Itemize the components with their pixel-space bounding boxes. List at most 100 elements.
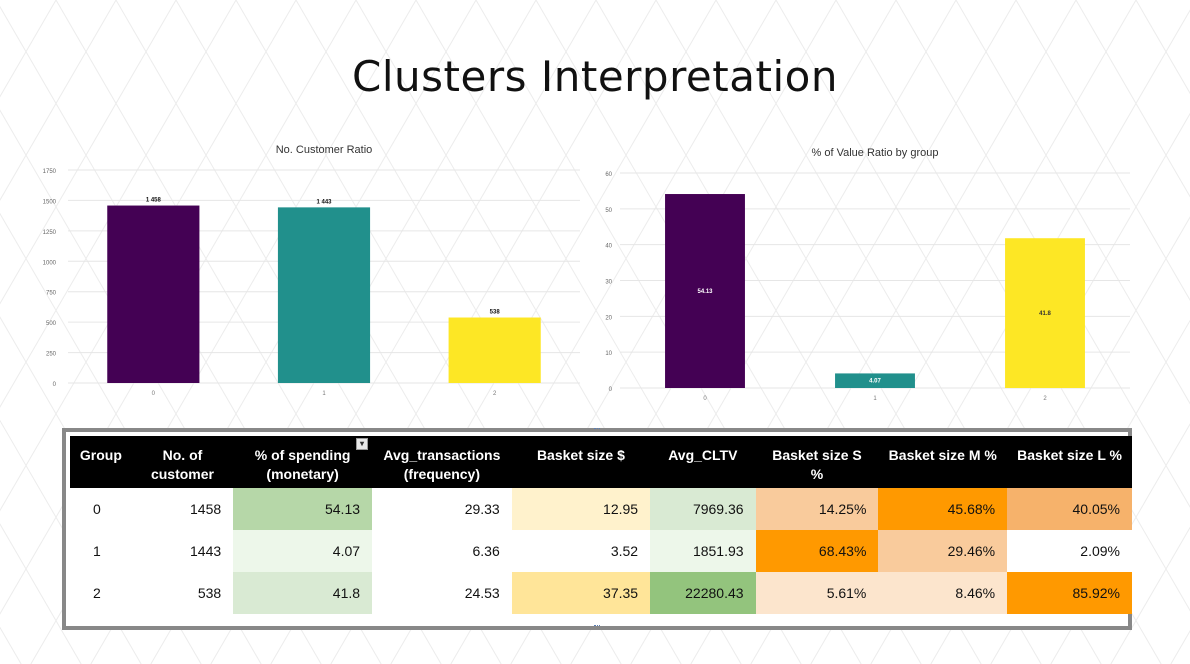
- table-cell: 85.92%: [1007, 572, 1132, 614]
- table-cell: 2.09%: [1007, 530, 1132, 572]
- pattern-line: [1015, 0, 1190, 301]
- table-cell: 3.52: [511, 530, 651, 572]
- header-label: No. of: [162, 447, 203, 463]
- column-header[interactable]: Basket size M %: [878, 436, 1008, 488]
- table-cell: 538: [131, 572, 234, 614]
- column-header[interactable]: % of spending (monetary) ▾: [233, 436, 373, 488]
- y-tick-label: 750: [46, 291, 57, 297]
- y-tick-label: 1250: [43, 230, 57, 236]
- y-tick-label: 1750: [43, 169, 57, 175]
- y-tick-label: 250: [46, 352, 57, 358]
- pattern-line: [0, 0, 297, 512]
- data-label: 54.13: [697, 289, 713, 295]
- table-cell: 22280.43: [650, 572, 756, 614]
- table-cell: 6.36: [372, 530, 512, 572]
- header-label: Basket size L %: [1017, 447, 1122, 463]
- table-cell: 12.95: [511, 488, 651, 530]
- y-tick-label: 50: [605, 208, 612, 214]
- header-label: %: [810, 466, 824, 482]
- table-cell: 45.68%: [878, 488, 1008, 530]
- y-tick-label: 1500: [43, 199, 57, 205]
- column-header[interactable]: Basket size S%: [755, 436, 879, 488]
- filter-dropdown-icon[interactable]: ▾: [356, 438, 369, 450]
- clusters-table-frame[interactable]: Group No. of customer % of spending (monetar…: [62, 428, 1132, 630]
- customer-ratio-chart: No. Customer Ratio 0 250 500 750 1000 1250 1500…: [20, 138, 580, 408]
- table-cell: 37.35: [511, 572, 651, 614]
- header-label: customer: [150, 466, 214, 482]
- value-ratio-chart: % of Value Ratio by group 0 10 20 30 40 50 60 0 5…: [590, 140, 1150, 410]
- column-header[interactable]: Basket size $: [511, 436, 651, 488]
- header-label: Group: [79, 447, 122, 463]
- data-label: 4.07: [869, 379, 881, 385]
- table-cell: 41.8: [233, 572, 373, 614]
- pattern-line: [0, 0, 177, 305]
- table-cell: 29.33: [372, 488, 512, 530]
- data-label: 538: [490, 310, 501, 316]
- pattern-line: [895, 0, 1190, 508]
- table-cell: 68.43%: [755, 530, 879, 572]
- bar-1: [835, 373, 915, 388]
- y-tick-label: 10: [605, 351, 612, 357]
- bar-1: [277, 207, 371, 383]
- pattern-line: [1110, 526, 1190, 664]
- table-cell: 40.05%: [1007, 488, 1132, 530]
- table-cell: 8.46%: [878, 572, 1008, 614]
- data-label: 1 458: [146, 198, 162, 204]
- x-tick-label: 0: [152, 391, 156, 397]
- y-tick-label: 30: [605, 280, 612, 286]
- table-row: 0 1458 54.13 29.33 12.95 7969.36 14.25% 45.68% 4…: [70, 488, 1132, 530]
- bar-0: [107, 205, 200, 383]
- y-tick-label: 60: [605, 172, 612, 178]
- data-label: 41.8: [1039, 311, 1051, 317]
- x-tick-label: 2: [1043, 396, 1047, 402]
- page-title: Clusters Interpretation: [352, 52, 838, 101]
- pattern-line: [0, 0, 117, 201]
- bar-0: [665, 194, 745, 388]
- column-header[interactable]: No. of customer: [131, 436, 234, 488]
- column-header[interactable]: Basket size L %: [1007, 436, 1132, 488]
- table-cell: 4.07: [233, 530, 373, 572]
- column-header[interactable]: Avg_transactions (frequency): [372, 436, 512, 488]
- chart-title: No. Customer Ratio: [276, 144, 373, 156]
- resize-handle-top[interactable]: [594, 428, 600, 433]
- chart-title: % of Value Ratio by group: [812, 147, 939, 159]
- y-tick-label: 0: [53, 382, 57, 388]
- table-cell: 14.25%: [755, 488, 879, 530]
- pattern-line: [1075, 0, 1190, 198]
- header-label: Basket size M %: [888, 447, 997, 463]
- column-header[interactable]: Group: [70, 436, 132, 488]
- table-header-row: Group No. of customer % of spending (monetar…: [70, 436, 1132, 488]
- table-row: 2 538 41.8 24.53 37.35 22280.43 5.61% 8.46% 85.9…: [70, 572, 1132, 614]
- pattern-line: [955, 0, 1190, 405]
- resize-handle-bottom[interactable]: [594, 625, 600, 630]
- pattern-line: [0, 0, 237, 408]
- x-tick-label: 1: [322, 391, 326, 397]
- x-tick-label: 0: [703, 396, 707, 402]
- table-cell: 5.61%: [755, 572, 879, 614]
- pattern-line: [0, 523, 82, 664]
- bar-2: [448, 317, 541, 383]
- header-label: Avg_transactions: [383, 447, 501, 463]
- table-cell: 0: [70, 488, 132, 530]
- table-cell: 54.13: [233, 488, 373, 530]
- header-label: (frequency): [403, 466, 480, 482]
- header-label: Basket size S: [772, 447, 862, 463]
- y-tick-label: 0: [609, 387, 613, 393]
- table-cell: 1443: [131, 530, 234, 572]
- table-cell: 29.46%: [878, 530, 1008, 572]
- header-label: Basket size $: [536, 447, 625, 463]
- y-tick-label: 40: [605, 244, 612, 250]
- column-header[interactable]: Avg_CLTV: [650, 436, 756, 488]
- y-tick-label: 20: [605, 315, 612, 321]
- table-row: 1 1443 4.07 6.36 3.52 1851.93 68.43% 29.46% 2.09…: [70, 530, 1132, 572]
- table-cell: 1458: [131, 488, 234, 530]
- x-tick-label: 1: [873, 396, 877, 402]
- header-label: (monetary): [266, 466, 339, 482]
- clusters-table: Group No. of customer % of spending (monetar…: [70, 436, 1132, 614]
- table-cell: 2: [70, 572, 132, 614]
- table-cell: 7969.36: [650, 488, 756, 530]
- x-tick-label: 2: [493, 391, 497, 397]
- bar-2: [1005, 238, 1085, 388]
- header-label: % of spending: [254, 447, 351, 463]
- table-cell: 24.53: [372, 572, 512, 614]
